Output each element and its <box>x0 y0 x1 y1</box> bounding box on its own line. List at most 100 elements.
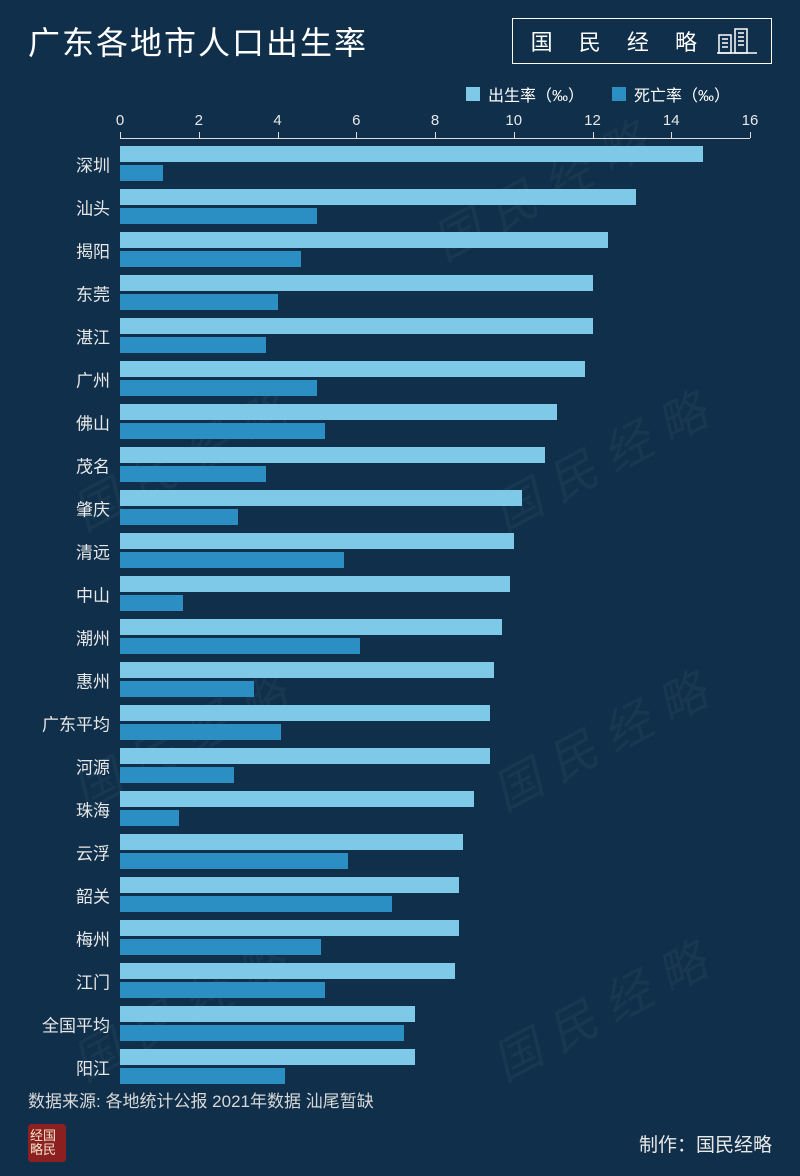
chart-row: 云浮 <box>120 830 750 873</box>
chart-row: 茂名 <box>120 443 750 486</box>
bar-chart: 0246810121416 深圳汕头揭阳东莞湛江广州佛山茂名肇庆清远中山潮州惠州… <box>120 112 750 1092</box>
chart-row: 河源 <box>120 744 750 787</box>
chart-row: 全国平均 <box>120 1002 750 1045</box>
bar-birth <box>120 834 463 850</box>
footer: 数据来源: 各地统计公报 2021年数据 汕尾暂缺 经国略民 制作：国民经略 <box>0 1075 800 1176</box>
seal-stamp: 经国略民 <box>28 1124 66 1162</box>
chart-row: 韶关 <box>120 873 750 916</box>
legend-swatch <box>612 87 626 101</box>
bar-birth <box>120 705 490 721</box>
bar-death <box>120 1025 404 1041</box>
x-tick-label: 4 <box>273 112 281 129</box>
bar-death <box>120 380 317 396</box>
bar-death <box>120 337 266 353</box>
legend-label: 出生率（‰） <box>488 82 584 106</box>
bar-birth <box>120 920 459 936</box>
bar-death <box>120 423 325 439</box>
bar-death <box>120 294 278 310</box>
bar-death <box>120 208 317 224</box>
chart-row: 广东平均 <box>120 701 750 744</box>
x-tick-label: 16 <box>742 112 759 129</box>
bar-birth <box>120 275 593 291</box>
x-tick-label: 14 <box>663 112 680 129</box>
bar-birth <box>120 533 514 549</box>
bar-birth <box>120 189 636 205</box>
chart-row: 汕头 <box>120 185 750 228</box>
chart-row: 江门 <box>120 959 750 1002</box>
chart-row: 湛江 <box>120 314 750 357</box>
category-label: 河源 <box>76 753 120 778</box>
data-source: 数据来源: 各地统计公报 2021年数据 汕尾暂缺 <box>28 1087 772 1112</box>
brand-box: 国 民 经 略 <box>512 18 772 64</box>
bar-death <box>120 681 254 697</box>
category-label: 韶关 <box>76 882 120 907</box>
bar-birth <box>120 877 459 893</box>
chart-row: 中山 <box>120 572 750 615</box>
bar-death <box>120 638 360 654</box>
bar-birth <box>120 576 510 592</box>
category-label: 惠州 <box>76 667 120 692</box>
bar-death <box>120 982 325 998</box>
chart-row: 揭阳 <box>120 228 750 271</box>
bar-death <box>120 251 301 267</box>
legend-swatch <box>466 87 480 101</box>
chart-row: 珠海 <box>120 787 750 830</box>
chart-row: 肇庆 <box>120 486 750 529</box>
category-label: 全国平均 <box>42 1011 120 1036</box>
category-label: 揭阳 <box>76 237 120 262</box>
legend-item-death: 死亡率（‰） <box>612 82 730 106</box>
category-label: 湛江 <box>76 323 120 348</box>
bar-death <box>120 896 392 912</box>
x-axis: 0246810121416 <box>120 112 750 138</box>
brand-text: 国 民 经 略 <box>531 25 707 57</box>
chart-row: 东莞 <box>120 271 750 314</box>
category-label: 广东平均 <box>42 710 120 735</box>
bar-birth <box>120 490 522 506</box>
x-tick-label: 6 <box>352 112 360 129</box>
bar-death <box>120 509 238 525</box>
bar-death <box>120 466 266 482</box>
category-label: 清远 <box>76 538 120 563</box>
chart-row: 佛山 <box>120 400 750 443</box>
bar-birth <box>120 146 703 162</box>
category-label: 东莞 <box>76 280 120 305</box>
x-tick-label: 8 <box>431 112 439 129</box>
bar-birth <box>120 963 455 979</box>
bar-birth <box>120 1006 415 1022</box>
legend-label: 死亡率（‰） <box>634 82 730 106</box>
chart-row: 广州 <box>120 357 750 400</box>
bar-death <box>120 767 234 783</box>
category-label: 珠海 <box>76 796 120 821</box>
page-title: 广东各地市人口出生率 <box>28 18 368 64</box>
category-label: 佛山 <box>76 409 120 434</box>
x-tick-mark <box>750 132 751 138</box>
bar-death <box>120 165 163 181</box>
x-tick-label: 0 <box>116 112 124 129</box>
header: 广东各地市人口出生率 国 民 经 略 <box>0 0 800 72</box>
bar-birth <box>120 1049 415 1065</box>
legend: 出生率（‰） 死亡率（‰） <box>0 72 800 112</box>
chart-row: 惠州 <box>120 658 750 701</box>
chart-row: 梅州 <box>120 916 750 959</box>
bar-birth <box>120 404 557 420</box>
category-label: 茂名 <box>76 452 120 477</box>
bar-birth <box>120 361 585 377</box>
building-icon <box>717 27 757 55</box>
bar-birth <box>120 748 490 764</box>
bar-birth <box>120 232 608 248</box>
category-label: 中山 <box>76 581 120 606</box>
x-tick-label: 12 <box>584 112 601 129</box>
bar-death <box>120 853 348 869</box>
bar-death <box>120 810 179 826</box>
category-label: 肇庆 <box>76 495 120 520</box>
x-tick-label: 10 <box>505 112 522 129</box>
chart-row: 潮州 <box>120 615 750 658</box>
bar-death <box>120 939 321 955</box>
bar-birth <box>120 791 474 807</box>
bar-birth <box>120 662 494 678</box>
category-label: 江门 <box>76 968 120 993</box>
bar-birth <box>120 318 593 334</box>
chart-row: 深圳 <box>120 142 750 185</box>
x-tick-label: 2 <box>195 112 203 129</box>
bar-birth <box>120 447 545 463</box>
